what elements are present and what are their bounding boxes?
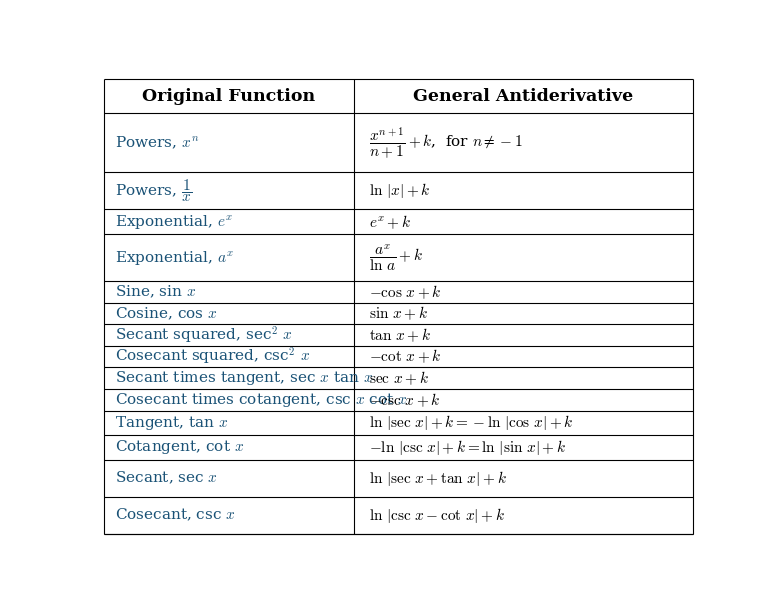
Text: Cosine, cos $x$: Cosine, cos $x$: [115, 305, 218, 322]
Text: $\sin\,x +k$: $\sin\,x +k$: [369, 305, 427, 322]
Text: $e^x +k$: $e^x +k$: [369, 213, 411, 230]
Text: Cosecant, csc $x$: Cosecant, csc $x$: [115, 507, 237, 523]
Text: $\ln\,|\sec\,x+\tan\,x|+k$: $\ln\,|\sec\,x+\tan\,x|+k$: [369, 469, 506, 488]
Text: Exponential, $e^x$: Exponential, $e^x$: [115, 213, 233, 230]
Text: Cosecant times cotangent, csc $x$ cot $x$: Cosecant times cotangent, csc $x$ cot $x…: [115, 391, 408, 409]
Text: General Antiderivative: General Antiderivative: [413, 88, 633, 105]
Text: Cosecant squared, csc$^2$ $x$: Cosecant squared, csc$^2$ $x$: [115, 346, 310, 367]
Text: Cotangent, cot $x$: Cotangent, cot $x$: [115, 438, 244, 457]
Text: Sine, sin $x$: Sine, sin $x$: [115, 284, 197, 300]
Text: Secant, sec $x$: Secant, sec $x$: [115, 470, 219, 486]
Text: $\ln\,|\csc\,x-\cot\,x|+k$: $\ln\,|\csc\,x-\cot\,x|+k$: [369, 506, 505, 525]
Text: $\tan\,x+k$: $\tan\,x+k$: [369, 326, 431, 344]
Text: $\ln\,|x|+k$: $\ln\,|x|+k$: [369, 181, 430, 201]
Text: Tangent, tan $x$: Tangent, tan $x$: [115, 414, 229, 432]
Text: Original Function: Original Function: [142, 88, 316, 105]
Text: $\dfrac{x^{n+1}}{n+1}+k$,  for $n\neq -1$: $\dfrac{x^{n+1}}{n+1}+k$, for $n\neq -1$: [369, 125, 523, 161]
Text: $\dfrac{a^x}{\ln\,a}+k$: $\dfrac{a^x}{\ln\,a}+k$: [369, 242, 422, 273]
Text: $\ln\,|\sec\,x|+k = -\ln\,|\cos\,x|+k$: $\ln\,|\sec\,x|+k = -\ln\,|\cos\,x|+k$: [369, 413, 573, 432]
Text: Secant squared, sec$^2$ $x$: Secant squared, sec$^2$ $x$: [115, 325, 293, 346]
Text: Exponential, $a^x$: Exponential, $a^x$: [115, 249, 234, 267]
Text: $-\cos\,x+k$: $-\cos\,x+k$: [369, 283, 441, 301]
Text: $\sec\,x+k$: $\sec\,x+k$: [369, 370, 429, 387]
Text: Powers, $x^n$: Powers, $x^n$: [115, 135, 200, 151]
Text: $-\csc\,x+k$: $-\csc\,x+k$: [369, 391, 440, 409]
Text: $-\cot\,x+k$: $-\cot\,x+k$: [369, 348, 441, 365]
Text: Secant times tangent, sec $x$ tan $x$: Secant times tangent, sec $x$ tan $x$: [115, 369, 373, 387]
Text: Powers, $\dfrac{1}{x}$: Powers, $\dfrac{1}{x}$: [115, 178, 192, 204]
Text: $-\ln\,|\csc\,x|+k{=}\ln\,|\sin\,x|+k$: $-\ln\,|\csc\,x|+k{=}\ln\,|\sin\,x|+k$: [369, 438, 566, 457]
